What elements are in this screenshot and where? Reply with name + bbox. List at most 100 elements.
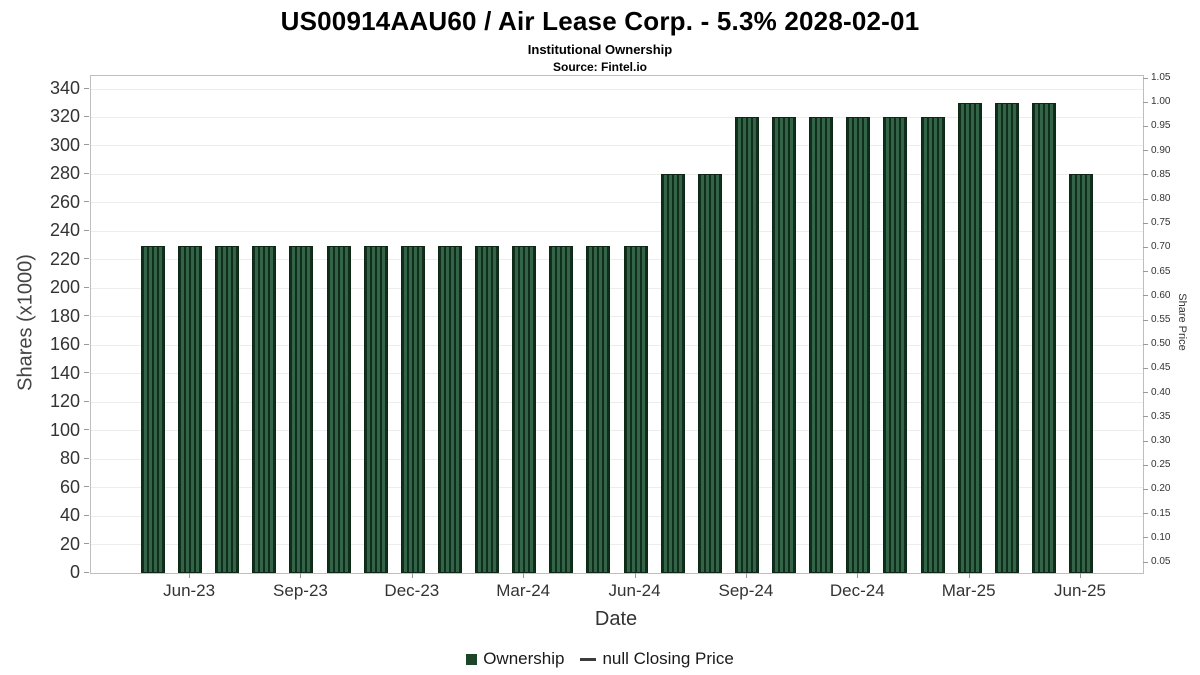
bar (437, 245, 462, 573)
x-axis-tick-mark (857, 573, 859, 578)
right-axis-tick-label: 0.60 (1151, 289, 1171, 301)
right-axis-tick-label: 0.20 (1151, 483, 1171, 495)
right-axis-tick-label: 1.05 (1151, 72, 1171, 83)
right-axis-tick-mark (1143, 343, 1148, 345)
y-axis-tick-mark (84, 172, 89, 174)
x-axis-tick-label: Dec-23 (384, 581, 440, 600)
gridline (91, 230, 1143, 232)
gridline (91, 401, 1143, 403)
bar (363, 245, 388, 573)
right-axis-tick-label: 0.50 (1151, 338, 1171, 350)
gridline (91, 145, 1143, 147)
right-axis-tick-label: 0.45 (1151, 362, 1171, 374)
x-axis-tick-mark (411, 573, 413, 578)
y-axis-tick-label: 340 (49, 78, 80, 98)
chart-source: Source: Fintel.io (552, 60, 647, 74)
bar (697, 174, 722, 573)
x-axis-tick-label: Jun-23 (163, 581, 216, 600)
right-axis-tick-mark (1143, 561, 1148, 563)
right-axis-tick-mark (1143, 77, 1148, 79)
legend-label-closing-price: null Closing Price (602, 649, 734, 668)
y-axis-tick-label: 80 (59, 448, 80, 469)
right-axis-tick-mark (1143, 295, 1148, 297)
y-axis-tick-label: 280 (49, 163, 80, 184)
y-axis-tick-mark (84, 201, 89, 203)
y-axis-tick-label: 300 (49, 134, 80, 155)
bar (883, 117, 908, 573)
y-axis-tick-label: 40 (59, 505, 80, 526)
x-axis-tick-label: Mar-25 (941, 581, 996, 600)
y-axis-tick-label: 220 (49, 248, 80, 269)
bar (549, 245, 574, 573)
bar (326, 245, 351, 573)
bar (215, 245, 240, 573)
right-axis-tick-label: 0.75 (1151, 217, 1171, 229)
bar (846, 117, 871, 573)
right-axis-tick-label: 0.30 (1151, 435, 1171, 446)
right-axis-tick-mark (1143, 513, 1148, 515)
bar (1031, 103, 1056, 573)
right-axis-tick-mark (1143, 174, 1148, 176)
legend: Ownership null Closing Price (0, 649, 1200, 669)
gridline (91, 487, 1143, 489)
x-axis-tick-mark (1080, 573, 1081, 578)
right-axis-tick-label: 0.70 (1151, 241, 1171, 253)
x-axis-tick-mark (189, 573, 191, 578)
chart-title: US00914AAU60 / Air Lease Corp. - 5.3% 20… (280, 6, 920, 36)
right-axis-tick-mark (1143, 271, 1148, 273)
y-axis-tick-label: 320 (49, 106, 80, 127)
y-axis-tick-mark (84, 229, 89, 231)
y-axis-tick-mark (84, 486, 89, 488)
right-axis-tick-mark (1143, 416, 1148, 418)
gridline (91, 259, 1143, 261)
right-axis-tick-label: 1.00 (1151, 96, 1171, 108)
right-axis-tick-mark (1143, 246, 1148, 248)
right-axis-tick-label: 0.65 (1151, 265, 1171, 277)
y-axis-tick-mark (84, 315, 89, 317)
y-axis-tick-mark (84, 144, 89, 146)
right-axis-tick-label: 0.90 (1151, 144, 1171, 156)
gridline (91, 202, 1143, 204)
y-axis-tick-label: 60 (59, 476, 80, 497)
x-axis-tick-mark (523, 573, 525, 578)
y-axis-tick-mark (84, 457, 89, 459)
x-axis-tick-mark (634, 573, 636, 578)
right-axis-tick-label: 0.95 (1151, 120, 1171, 132)
ownership-swatch-icon (466, 653, 478, 665)
x-axis-tick-mark (300, 573, 302, 578)
gridline (91, 430, 1143, 432)
right-axis-tick-mark (1143, 537, 1148, 539)
gridline (91, 116, 1143, 118)
bar (400, 245, 425, 573)
legend-item-closing-price: null Closing Price (580, 649, 734, 669)
y-axis-tick-label: 120 (49, 391, 80, 412)
bar (289, 245, 314, 573)
gridline (91, 344, 1143, 346)
gridline (91, 515, 1143, 517)
x-axis-tick-mark (745, 573, 747, 578)
bar (141, 245, 165, 573)
y-axis-tick-mark (84, 514, 89, 516)
legend-item-ownership: Ownership (466, 649, 564, 669)
gridline (91, 373, 1143, 375)
chart-subtitle: Institutional Ownership (527, 42, 673, 57)
gridline (91, 88, 1143, 90)
x-axis-tick-label: Dec-24 (829, 581, 885, 600)
bar (178, 245, 203, 573)
right-axis-tick-mark (1143, 150, 1148, 152)
bar (734, 117, 759, 573)
right-axis-tick-mark (1143, 440, 1148, 442)
gridline (91, 544, 1143, 546)
y-axis-tick-mark (84, 286, 89, 288)
right-axis-tick-mark (1143, 125, 1148, 127)
bar (623, 245, 648, 573)
y-axis-tick-mark (84, 400, 89, 402)
y-axis-tick-mark (84, 543, 89, 545)
bar (957, 103, 982, 573)
right-axis-tick-mark (1143, 198, 1148, 200)
y-axis-tick-label: 180 (49, 305, 80, 326)
legend-label-ownership: Ownership (483, 649, 565, 668)
y-axis-tick-mark (84, 372, 89, 374)
bar (586, 245, 611, 573)
